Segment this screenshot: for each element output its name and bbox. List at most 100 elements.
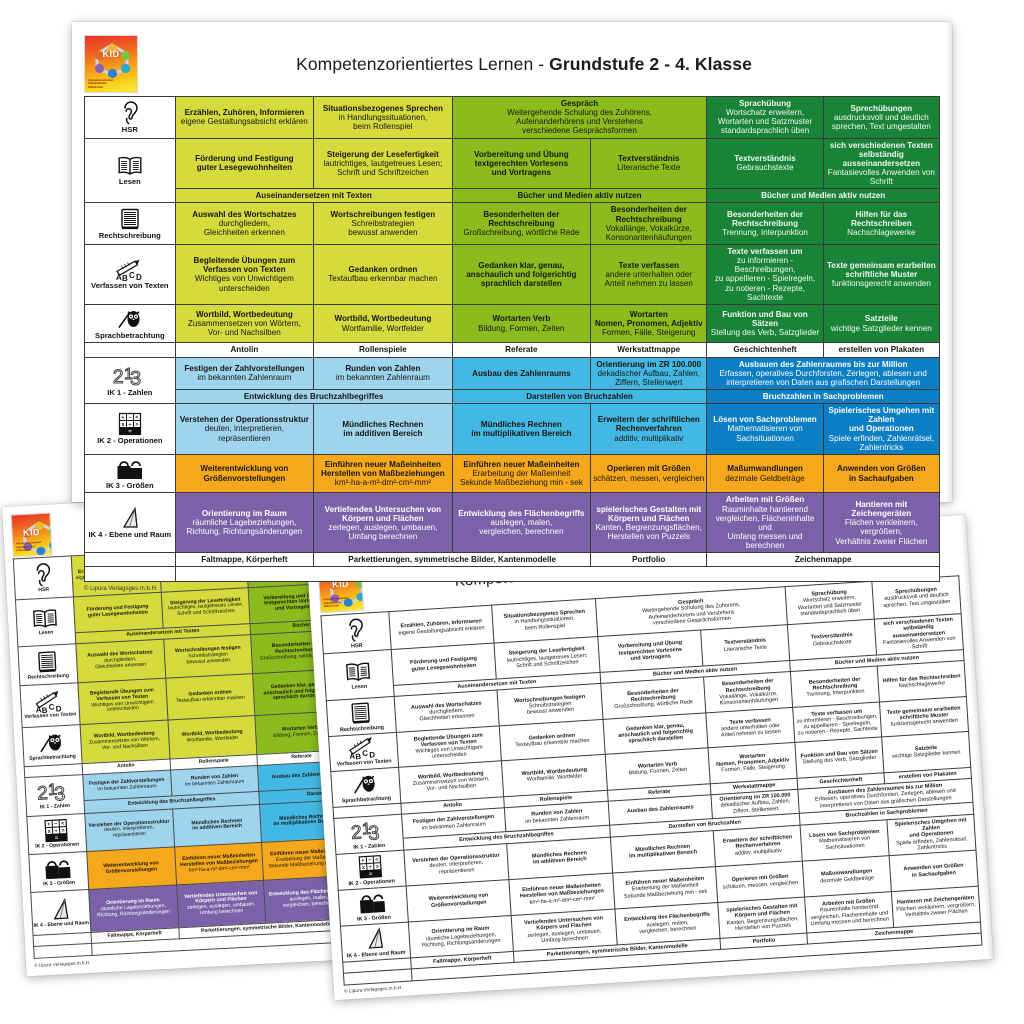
grid-cell[interactable]: Einführen neuer Maßeinheiten Erarbeitung … <box>451 453 592 494</box>
grid-cell[interactable]: Förderung und Festigung guter Lesegewohnh… <box>72 591 163 633</box>
grid-cell[interactable]: Mündliches Rechnen im additiven Bereich <box>172 803 262 847</box>
grid-cell[interactable]: Bücher und Medien aktiv nutzen <box>706 188 940 204</box>
grid-cell[interactable]: Vertiefendes Untersuchen von Körpern und … <box>176 880 267 928</box>
grid-cell[interactable]: Einführen neuer Maßeinheiten Herstellen v… <box>174 842 264 886</box>
grid-cell[interactable]: Wortbild, Wortbedeutung Wortfamilie, Wort… <box>167 715 258 759</box>
grid-cell[interactable]: Darstellen von Bruchzahlen <box>451 388 708 405</box>
grid-cell[interactable]: Faltmappe, Körperheft <box>174 552 315 568</box>
grid-cell[interactable]: Zeichenmappe <box>706 552 940 568</box>
grid-cell[interactable]: Festigen der Zahlvorstellungen im bekannt… <box>174 356 315 390</box>
grid-cell[interactable]: Verstehen der Operationsstruktur deuten, … <box>174 403 315 455</box>
grid-cell[interactable]: Wortschreibungen festigen Schreibstrategi… <box>163 634 254 678</box>
grid-cell[interactable]: Geschichtenheft <box>706 342 824 358</box>
grid-cell[interactable]: Rollenspiele <box>313 342 453 358</box>
grid-cell[interactable]: Gedanken ordnen Textaufbau erkennbar mach… <box>313 243 453 305</box>
grid-cell[interactable]: Begleitende Übungen zum Verfassen von Tex… <box>77 677 168 725</box>
grid-cell[interactable]: Bücher und Medien aktiv nutzen <box>451 188 708 204</box>
grid-cell[interactable]: Gedanken klar, genau, anschaulich und fol… <box>451 243 592 305</box>
grid-cell[interactable]: Mündliches Rechnen im additiven Bereich <box>313 403 453 455</box>
grid-cell[interactable]: Orientierung im Raum räumliche Lagebezieh… <box>88 885 179 933</box>
grid-cell[interactable]: Auseinandersetzen mit Texten <box>174 188 453 204</box>
poster-main[interactable]: KID Kompetenzorientiert Individualisiert Di… <box>72 22 952 592</box>
grid-cell[interactable]: Entwicklung des Flächenbegriffs auslegen,… <box>451 492 592 554</box>
grid-cell[interactable]: Runden von Zahlen im bekannten Zahlenraum <box>313 356 453 390</box>
grid-cell[interactable]: Steigerung der Lesefertigkeit lautrichtig… <box>313 137 453 190</box>
grid-cell[interactable]: Referate <box>451 342 592 358</box>
grid-cell[interactable]: Portfolio <box>590 552 708 568</box>
grid-cell[interactable]: Auswahl des Wortschatzes durchgliedern, Gl… <box>174 202 315 245</box>
grid-cell[interactable]: Vertiefendes Untersuchen von Körpern und … <box>313 492 453 554</box>
grid-cell[interactable]: Antolin <box>174 342 315 358</box>
grid-cell[interactable]: Weiterentwicklung von Größenvorstellungen <box>174 453 315 494</box>
grid-cell[interactable]: Wortarten Verb Bildung, Formen, Zeiten <box>451 303 592 344</box>
grid-cell[interactable]: Vorbereitung und Übung textgerechten Vorl… <box>451 137 592 190</box>
grid-cell[interactable]: Wortschreibungen festigen Schreibstrategi… <box>313 202 453 245</box>
grid-cell[interactable]: Wortbild, Wortbedeutung Zusammensetzen vo… <box>174 303 315 344</box>
kid-logo[interactable]: KID Kompetenzorientiert Individualisiert Di… <box>10 511 53 557</box>
grid-cell[interactable]: Mündliches Rechnen im multiplikativen Ber… <box>451 403 592 455</box>
grid-cell[interactable]: Bruchzahlen in Sachproblemen <box>706 388 940 405</box>
grid-cell[interactable]: Gedanken ordnen Textaufbau erkennbar mach… <box>165 673 256 721</box>
grid-cell[interactable]: Förderung und Festigung guter Lesegewohnh… <box>174 137 315 190</box>
grid-cell[interactable]: Verstehen der Operationsstruktur deuten, … <box>84 808 175 852</box>
poster-back-left[interactable]: KID Kompetenzorientiert Individualisiert Di… <box>2 477 586 977</box>
kid-logo[interactable]: KID Kompetenzorientiert Individualisiert Di… <box>84 35 138 93</box>
grid-cell[interactable]: Einführen neuer Maßeinheiten Herstellen v… <box>313 453 453 494</box>
grid-cell[interactable]: erstellen von Plakaten <box>822 342 941 358</box>
grid-cell[interactable]: Auswahl des Wortschatzes durchgliedern, Gl… <box>75 639 166 683</box>
grid-cell[interactable]: Besonderheiten der Rechtschreibung Großsch… <box>451 202 592 245</box>
grid-cell[interactable]: Parkettierungen, symmetrische Bilder, Ka… <box>313 552 592 568</box>
grid-cell[interactable]: Weiterentwicklung von Größenvorstellungen <box>86 846 177 890</box>
kid-logo[interactable]: KID Kompetenzorientiert Individualisiert Di… <box>317 563 365 613</box>
grid-cell[interactable]: Wortbild, Wortbedeutung Zusammensetzen vo… <box>79 720 170 764</box>
grid-cell[interactable]: Steigerung der Lesefertigkeit lautrichtig… <box>160 587 251 629</box>
